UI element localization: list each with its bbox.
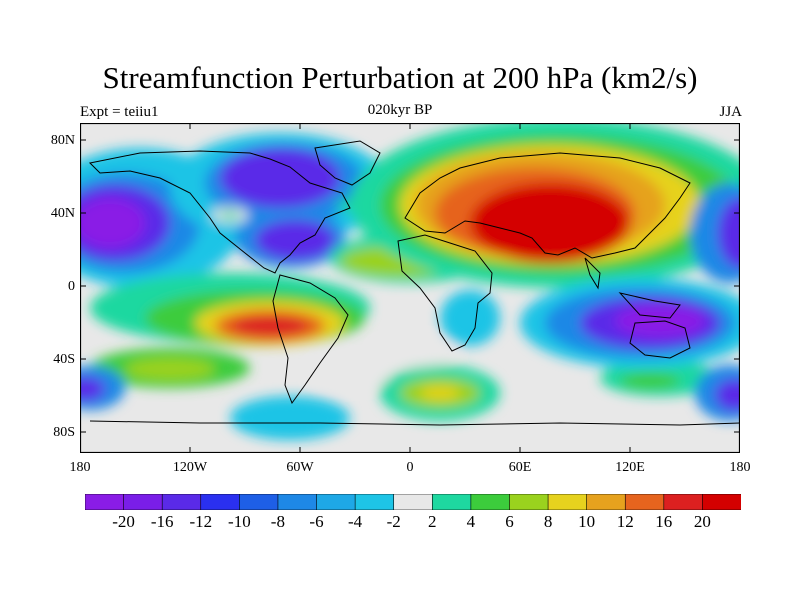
colorbar-label: -16 [150, 512, 174, 531]
experiment-label: Expt = teiiu1 [80, 104, 159, 120]
colorbar-swatch [85, 494, 125, 510]
lat-tick-80n: 80N [50, 133, 75, 148]
colorbar-swatch [470, 494, 511, 510]
colorbar-label: 2 [428, 512, 437, 531]
colorbar-swatch [663, 494, 704, 510]
colorbar-swatch [547, 494, 588, 510]
streamfunction-map [80, 123, 740, 453]
colorbar-label: -6 [309, 512, 324, 531]
colorbar-swatch [316, 494, 356, 510]
colorbar-swatch [200, 494, 241, 510]
colorbar-label: -8 [270, 512, 285, 531]
lon-tick-0: 0 [406, 460, 414, 475]
colorbar-swatch [509, 494, 549, 510]
coastlines [88, 140, 740, 426]
time-label: 020kyr BP [367, 102, 433, 118]
colorbar [85, 494, 741, 510]
lat-tick-0: 0 [68, 279, 75, 294]
colorbar-label: 10 [578, 512, 596, 531]
lon-tick-180w: 180 [69, 460, 91, 475]
colorbar-swatch [624, 494, 665, 510]
lon-tick-60w: 60W [286, 460, 314, 475]
lon-tick-60e: 60E [508, 460, 532, 475]
colorbar-label: 6 [505, 512, 514, 531]
colorbar-label: -20 [112, 512, 135, 531]
colorbar-label: -4 [348, 512, 363, 531]
colorbar-swatch [393, 494, 434, 510]
colorbar-label: -12 [189, 512, 213, 531]
lat-tick-40n: 40N [50, 206, 75, 221]
lat-tick-80s: 80S [53, 425, 75, 440]
lon-tick-120e: 120E [615, 460, 645, 475]
lon-tick-180e: 180 [729, 460, 751, 475]
axis-ticks [80, 123, 740, 453]
contour-fill [80, 123, 740, 453]
colorbar-swatch [702, 494, 741, 510]
colorbar-swatch [123, 494, 163, 510]
colorbar-label: 16 [655, 512, 673, 531]
colorbar-swatch [161, 494, 202, 510]
lon-tick-120w: 120W [172, 460, 208, 475]
colorbar-label: -10 [228, 512, 251, 531]
season-label: JJA [719, 104, 742, 120]
colorbar-swatch [277, 494, 318, 510]
colorbar-label: -2 [386, 512, 401, 531]
map-title: Streamfunction Perturbation at 200 hPa (… [102, 60, 698, 95]
colorbar-label: 20 [693, 512, 711, 531]
colorbar-swatch [354, 494, 395, 510]
colorbar-label: 12 [616, 512, 634, 531]
lat-tick-40s: 40S [53, 352, 75, 367]
colorbar-swatch [431, 494, 472, 510]
colorbar-label: 8 [543, 512, 553, 531]
colorbar-label: 4 [466, 512, 476, 531]
colorbar-swatch [586, 494, 627, 510]
colorbar-swatch [239, 494, 279, 510]
